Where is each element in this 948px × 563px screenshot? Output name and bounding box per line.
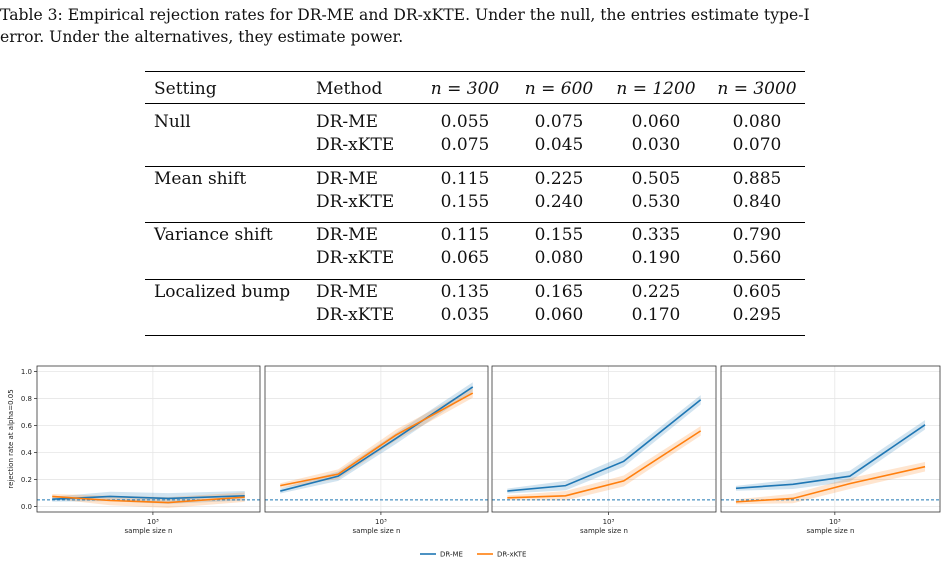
table-cell: 0.030 bbox=[631, 135, 681, 155]
confidence-band bbox=[735, 420, 926, 491]
table-cell: 0.885 bbox=[732, 169, 782, 189]
axes-frame bbox=[36, 365, 261, 513]
table-cell: 0.080 bbox=[534, 248, 584, 268]
x-axis-label: sample size n bbox=[353, 527, 401, 535]
table-cell: 0.840 bbox=[732, 192, 782, 212]
table-cell: 0.065 bbox=[440, 248, 490, 268]
legend-label: DR-xKTE bbox=[497, 551, 526, 559]
method-label: DR-xKTE bbox=[316, 192, 395, 212]
table-cell: 0.530 bbox=[631, 192, 681, 212]
setting-label: Localized bump bbox=[154, 282, 291, 302]
method-label: DR-ME bbox=[316, 169, 378, 189]
table-cell: 0.240 bbox=[534, 192, 584, 212]
table-cell: 0.170 bbox=[631, 305, 681, 325]
table-cell: 0.165 bbox=[534, 282, 584, 302]
method-label: DR-xKTE bbox=[316, 135, 395, 155]
legend-label: DR-ME bbox=[440, 551, 463, 559]
y-axis-label: rejection rate at alpha=0.05 bbox=[7, 389, 15, 488]
axes-frame bbox=[264, 365, 489, 513]
series-line bbox=[280, 392, 474, 487]
method-label: DR-ME bbox=[316, 112, 378, 132]
table-cell: 0.155 bbox=[440, 192, 490, 212]
table-cell: 0.055 bbox=[440, 112, 490, 132]
y-tick-label: 0.2 bbox=[21, 476, 32, 484]
table-cell: 0.790 bbox=[732, 225, 782, 245]
x-axis-label: sample size n bbox=[807, 527, 855, 535]
table-cell: 0.045 bbox=[534, 135, 584, 155]
table-cell: 0.080 bbox=[732, 112, 782, 132]
method-label: DR-ME bbox=[316, 282, 378, 302]
header-method: Method bbox=[316, 79, 383, 99]
table-cell: 0.070 bbox=[732, 135, 782, 155]
table-bottom-rule bbox=[145, 335, 805, 336]
series-line bbox=[52, 495, 245, 504]
y-tick-label: 0.6 bbox=[21, 422, 33, 430]
table-header-rule bbox=[145, 103, 805, 104]
series-line bbox=[507, 430, 702, 499]
table-cell: 0.035 bbox=[440, 305, 490, 325]
y-tick-label: 1.0 bbox=[21, 368, 32, 376]
setting-label: Mean shift bbox=[154, 169, 247, 189]
setting-label: Variance shift bbox=[154, 225, 273, 245]
x-tick-label: 10³ bbox=[375, 518, 387, 526]
table-cell: 0.135 bbox=[440, 282, 490, 302]
method-label: DR-xKTE bbox=[316, 248, 395, 268]
y-tick-label: 0.4 bbox=[21, 449, 33, 457]
header-n600: n = 600 bbox=[524, 79, 594, 99]
axes-frame bbox=[491, 365, 717, 513]
legend: DR-ME DR-xKTE bbox=[420, 551, 526, 559]
table-cell: 0.075 bbox=[534, 112, 584, 132]
method-label: DR-xKTE bbox=[316, 305, 395, 325]
x-axis-label: sample size n bbox=[580, 527, 628, 535]
table-group-rule bbox=[145, 222, 805, 223]
table-cell: 0.225 bbox=[534, 169, 584, 189]
confidence-band bbox=[735, 461, 926, 505]
table-cell: 0.560 bbox=[732, 248, 782, 268]
table-cell: 0.505 bbox=[631, 169, 681, 189]
y-tick-label: 0.8 bbox=[21, 395, 32, 403]
table-cell: 0.155 bbox=[534, 225, 584, 245]
series-line bbox=[735, 465, 926, 503]
header-setting: Setting bbox=[154, 79, 217, 99]
series-line bbox=[735, 424, 926, 490]
table-group-rule bbox=[145, 279, 805, 280]
table-cell: 0.075 bbox=[440, 135, 490, 155]
method-label: DR-ME bbox=[316, 225, 378, 245]
header-n300: n = 300 bbox=[430, 79, 500, 99]
series-line bbox=[280, 386, 474, 492]
table-cell: 0.115 bbox=[440, 169, 490, 189]
table-cell: 0.295 bbox=[732, 305, 782, 325]
table-cell: 0.115 bbox=[440, 225, 490, 245]
table-caption: Table 3: Empirical rejection rates for D… bbox=[0, 6, 810, 46]
y-tick-label: 0.0 bbox=[21, 503, 32, 511]
table-cell: 0.060 bbox=[534, 305, 584, 325]
setting-label: Null bbox=[154, 112, 191, 132]
x-axis-label: sample size n bbox=[125, 527, 173, 535]
table-cell: 0.605 bbox=[732, 282, 782, 302]
table-cell: 0.225 bbox=[631, 282, 681, 302]
table-cell: 0.335 bbox=[631, 225, 681, 245]
axes-frame bbox=[720, 365, 941, 513]
confidence-band bbox=[507, 395, 701, 494]
header-n3000: n = 3000 bbox=[717, 79, 797, 99]
rejection-rate-figure: 10³ sample size n 0.0 0.2 0.4 0.6 0.8 1.0 reject… bbox=[0, 355, 948, 563]
series-line bbox=[507, 399, 702, 492]
table-group-rule bbox=[145, 166, 805, 167]
header-n1200: n = 1200 bbox=[616, 79, 696, 99]
x-tick-label: 10³ bbox=[603, 518, 615, 526]
table-cell: 0.060 bbox=[631, 112, 681, 132]
table-top-rule bbox=[145, 71, 805, 72]
table-cell: 0.190 bbox=[631, 248, 681, 268]
x-tick-label: 10³ bbox=[147, 518, 159, 526]
x-tick-label: 10³ bbox=[829, 518, 841, 526]
